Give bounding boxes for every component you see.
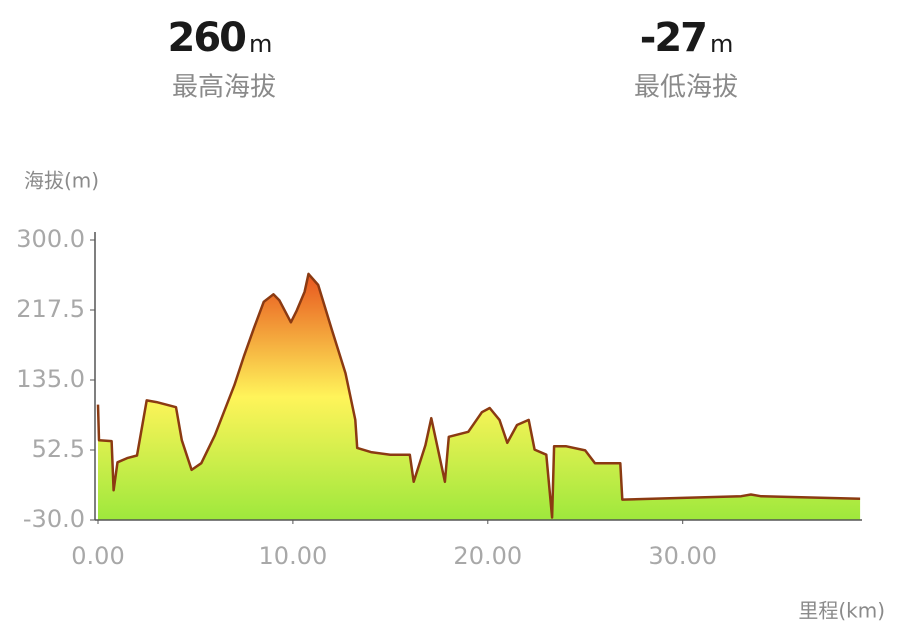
y-tick-label: -30.0 [23, 505, 85, 533]
x-tick-label: 20.00 [453, 542, 522, 570]
x-tick-label: 10.00 [259, 542, 328, 570]
min-unit: m [710, 30, 733, 58]
min-label: 最低海拔 [634, 73, 738, 103]
elevation-line [96, 272, 861, 519]
elevation-area [98, 273, 861, 520]
y-tick-label: 300.0 [16, 225, 85, 253]
min-value: -27 [640, 15, 706, 61]
y-tick-label: 217.5 [16, 295, 85, 323]
x-tick-label: 30.00 [648, 542, 717, 570]
max-label: 最高海拔 [172, 73, 276, 103]
y-tick-label: 135.0 [16, 365, 85, 393]
max-value: 260 [168, 15, 246, 61]
y-tick-label: 52.5 [32, 435, 85, 463]
max-unit: m [249, 30, 272, 58]
x-tick-label: 0.00 [71, 542, 124, 570]
y-axis-label: 海拔(m) [24, 169, 99, 193]
x-axis-label: 里程(km) [798, 599, 885, 623]
